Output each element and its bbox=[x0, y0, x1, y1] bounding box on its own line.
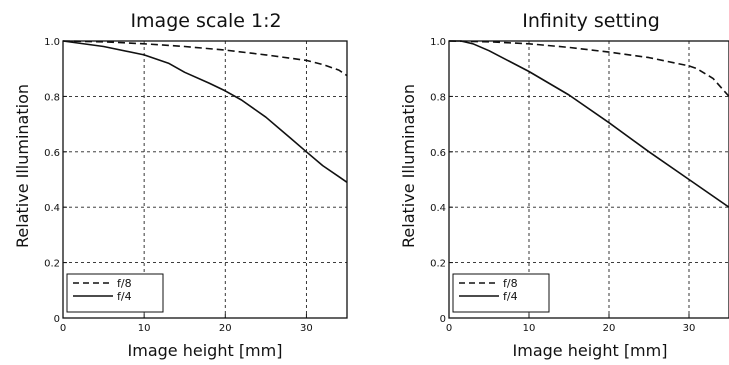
chart-title: Image scale 1:2 bbox=[130, 10, 281, 32]
chart-title: Infinity setting bbox=[522, 10, 660, 32]
y-tick-label: 0.4 bbox=[430, 203, 446, 214]
x-axis-label: Image height [mm] bbox=[513, 341, 668, 360]
legend: f/8f/4 bbox=[452, 273, 550, 313]
legend-box bbox=[66, 273, 164, 313]
y-tick-label: 0.2 bbox=[430, 259, 446, 270]
legend-box bbox=[452, 273, 550, 313]
x-axis-label: Image height [mm] bbox=[128, 341, 283, 360]
x-tick-label: 10 bbox=[138, 323, 151, 334]
y-tick-label: 0.4 bbox=[44, 203, 60, 214]
x-tick-label: 30 bbox=[300, 323, 313, 334]
chart-infinity-setting: Infinity setting Relative Illumination I… bbox=[399, 10, 729, 360]
ticks: 0 10 20 30 0 0.2 0.4 0.6 0.8 1.0 bbox=[44, 37, 313, 334]
series-line-f8 bbox=[62, 40, 348, 77]
legend-label: f/8 bbox=[503, 277, 518, 290]
y-tick-label: 0.8 bbox=[44, 92, 60, 103]
chart-image-scale: Image scale 1:2 Relative Illumination Im… bbox=[13, 10, 348, 360]
y-tick-label: 0 bbox=[54, 314, 60, 325]
y-tick-label: 0 bbox=[440, 314, 446, 325]
series-line-f4 bbox=[449, 40, 729, 208]
y-tick-label: 0.8 bbox=[430, 92, 446, 103]
y-tick-label: 0.6 bbox=[44, 148, 60, 159]
legend-label: f/8 bbox=[117, 277, 132, 290]
series-line-f8 bbox=[448, 40, 729, 97]
data-lines bbox=[448, 40, 729, 208]
x-tick-label: 30 bbox=[683, 323, 696, 334]
x-tick-label: 20 bbox=[603, 323, 616, 334]
y-axis-label: Relative Illumination bbox=[399, 84, 418, 248]
ticks: 0 10 20 30 0 0.2 0.4 0.6 0.8 1.0 bbox=[430, 37, 695, 334]
grid bbox=[63, 41, 347, 318]
y-axis-label: Relative Illumination bbox=[13, 84, 32, 248]
legend-label: f/4 bbox=[503, 290, 518, 303]
plot-frame bbox=[448, 40, 729, 319]
plot-frame bbox=[62, 40, 348, 319]
y-tick-label: 0.6 bbox=[430, 148, 446, 159]
y-tick-label: 0.2 bbox=[44, 259, 60, 270]
data-lines bbox=[62, 40, 348, 183]
x-tick-label: 10 bbox=[523, 323, 536, 334]
y-tick-label: 1.0 bbox=[44, 37, 60, 48]
y-tick-label: 1.0 bbox=[430, 37, 446, 48]
x-tick-label: 0 bbox=[446, 323, 452, 334]
legend-label: f/4 bbox=[117, 290, 132, 303]
series-line-f4 bbox=[62, 40, 348, 183]
x-tick-label: 0 bbox=[60, 323, 66, 334]
legend: f/8f/4 bbox=[66, 273, 164, 313]
x-tick-label: 20 bbox=[219, 323, 232, 334]
